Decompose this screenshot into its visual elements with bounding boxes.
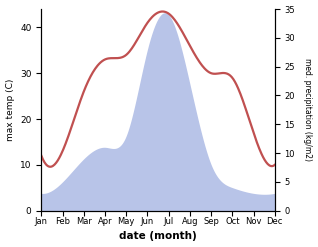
X-axis label: date (month): date (month): [119, 231, 197, 242]
Y-axis label: med. precipitation (kg/m2): med. precipitation (kg/m2): [303, 58, 313, 161]
Y-axis label: max temp (C): max temp (C): [5, 79, 15, 141]
